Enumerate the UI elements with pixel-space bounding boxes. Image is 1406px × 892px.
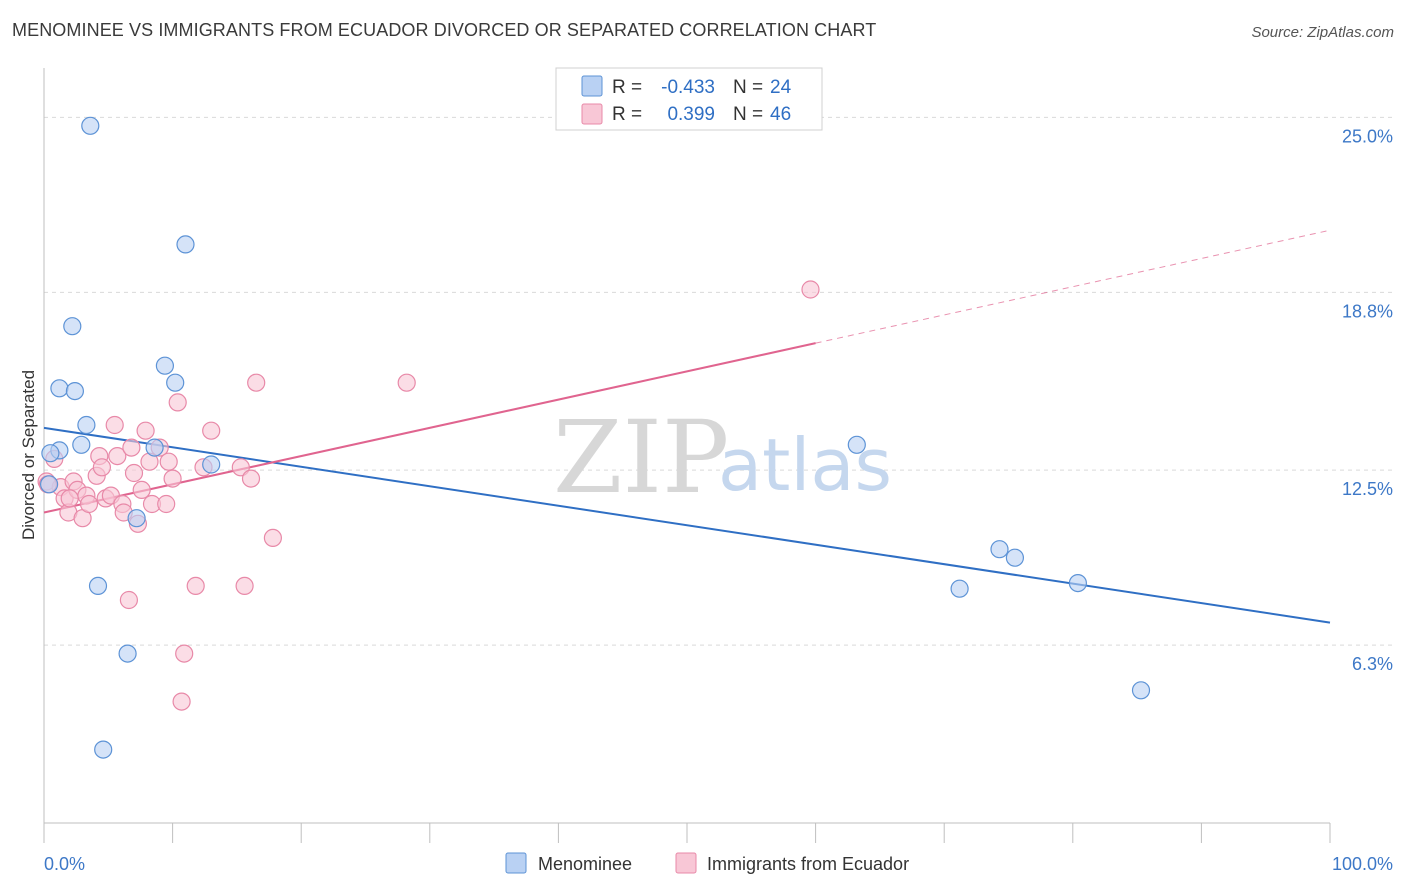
legend-n-label-1: N = xyxy=(733,104,763,125)
point-ecuador-40 xyxy=(247,373,266,392)
point-ecuador-32 xyxy=(172,692,191,711)
legend-n-value-1: 46 xyxy=(770,104,791,125)
legend-swatch-ecuador xyxy=(581,103,603,125)
point-menominee-14 xyxy=(127,509,146,528)
point-ecuador-19 xyxy=(119,590,138,610)
legend-n-label-0: N = xyxy=(733,77,763,98)
point-ecuador-37 xyxy=(231,458,250,477)
point-ecuador-36 xyxy=(202,421,221,440)
chart-title: MENOMINEE VS IMMIGRANTS FROM ECUADOR DIV… xyxy=(12,20,877,40)
series-legend: Menominee Immigrants from Ecuador xyxy=(505,852,909,874)
point-menominee-2 xyxy=(63,317,82,336)
legend-n-value-0: 24 xyxy=(770,77,792,98)
point-menominee-12 xyxy=(39,475,59,494)
y-tick-label-3: 25.0% xyxy=(1342,126,1393,146)
bottom-legend-swatch-ecuador xyxy=(675,852,697,874)
point-ecuador-16 xyxy=(108,447,127,466)
legend-r-value-1: 0.399 xyxy=(667,104,715,125)
point-menominee-22 xyxy=(1068,573,1088,593)
point-menominee-11 xyxy=(145,438,164,457)
point-menominee-19 xyxy=(990,540,1009,559)
point-ecuador-15 xyxy=(105,415,124,435)
point-menominee-6 xyxy=(65,382,85,401)
point-ecuador-41 xyxy=(263,528,282,548)
y-tick-label-1: 12.5% xyxy=(1342,479,1393,499)
point-menominee-3 xyxy=(155,356,174,375)
trend-line-extension-ecuador xyxy=(815,229,1331,344)
point-menominee-15 xyxy=(88,576,108,596)
point-ecuador-12 xyxy=(92,458,112,477)
point-menominee-13 xyxy=(202,455,221,474)
grid-lines xyxy=(44,116,1392,646)
point-ecuador-29 xyxy=(159,452,178,471)
bottom-legend-label-ecuador: Immigrants from Ecuador xyxy=(707,854,909,874)
data-points xyxy=(37,116,1151,759)
source-credit: Source: ZipAtlas.com xyxy=(1251,24,1394,41)
point-ecuador-33 xyxy=(175,644,194,663)
point-menominee-17 xyxy=(94,740,113,759)
point-ecuador-30 xyxy=(163,469,182,488)
watermark-zip: ZIP xyxy=(553,399,729,516)
x-tick-label-1: 100.0% xyxy=(1332,854,1393,874)
point-menominee-8 xyxy=(72,435,91,454)
y-axis-title: Divorced or Separated xyxy=(19,370,38,540)
point-menominee-20 xyxy=(1005,548,1025,567)
legend-r-value-0: -0.433 xyxy=(661,77,715,98)
y-tick-label-2: 18.8% xyxy=(1342,301,1393,321)
point-menominee-16 xyxy=(118,644,137,663)
point-menominee-1 xyxy=(176,235,195,254)
point-menominee-0 xyxy=(81,116,100,135)
point-ecuador-9 xyxy=(79,494,99,514)
correlation-legend: R = -0.433 N = 24 R = 0.399 N = 46 xyxy=(555,67,823,131)
point-ecuador-42 xyxy=(397,373,416,392)
bottom-legend-label-menominee: Menominee xyxy=(538,854,632,874)
point-menominee-18 xyxy=(847,435,866,454)
y-tick-label-0: 6.3% xyxy=(1352,654,1393,674)
point-menominee-10 xyxy=(41,444,60,463)
point-ecuador-23 xyxy=(132,480,151,499)
point-ecuador-43 xyxy=(801,280,820,299)
y-tick-labels: 6.3% 12.5% 18.8% 25.0% xyxy=(1342,126,1393,674)
point-ecuador-31 xyxy=(168,393,187,412)
point-ecuador-21 xyxy=(124,463,144,483)
watermark-atlas: atlas xyxy=(718,423,892,507)
x-tick-labels: 0.0% 100.0% xyxy=(44,854,1393,874)
point-menominee-21 xyxy=(950,579,969,598)
point-ecuador-24 xyxy=(136,421,155,440)
point-menominee-7 xyxy=(77,415,96,435)
legend-swatch-menominee xyxy=(581,75,603,97)
point-ecuador-20 xyxy=(122,438,141,457)
point-menominee-23 xyxy=(1131,681,1151,700)
point-ecuador-38 xyxy=(235,576,254,596)
x-tick-label-0: 0.0% xyxy=(44,854,85,874)
axes xyxy=(43,68,1331,843)
trend-line-menominee xyxy=(43,426,1331,624)
legend-r-label-0: R = xyxy=(612,77,642,98)
point-menominee-5 xyxy=(166,373,185,392)
bottom-legend-swatch-menominee xyxy=(505,852,527,874)
point-menominee-4 xyxy=(50,379,69,398)
point-ecuador-34 xyxy=(186,576,205,596)
point-ecuador-28 xyxy=(157,494,176,514)
legend-r-label-1: R = xyxy=(612,104,642,125)
point-ecuador-39 xyxy=(241,469,261,488)
point-ecuador-45 xyxy=(60,489,79,508)
watermark: ZIP atlas xyxy=(553,399,892,516)
